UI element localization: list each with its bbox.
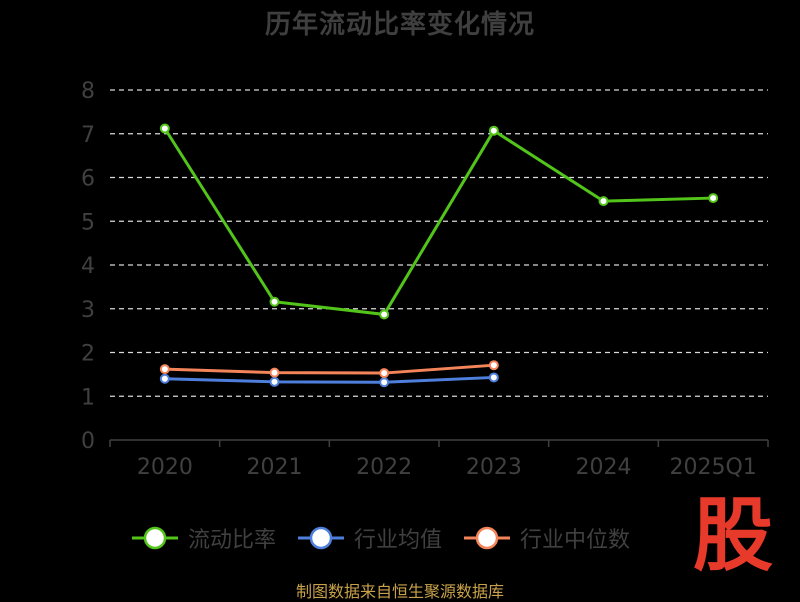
x-tick-label: 2022 bbox=[356, 455, 412, 480]
series-line bbox=[164, 363, 494, 375]
data-point bbox=[488, 360, 499, 371]
x-axis-labels: 2020 2021 2022 2023 2024 2025Q1 bbox=[137, 455, 757, 480]
x-tick-label: 2023 bbox=[466, 455, 522, 480]
y-tick-label: 0 bbox=[81, 429, 95, 454]
data-point bbox=[379, 377, 390, 388]
legend-label: 流动比率 bbox=[188, 528, 277, 553]
series-line bbox=[164, 375, 494, 384]
x-tick-label: 2025Q1 bbox=[670, 455, 757, 480]
y-tick-label: 2 bbox=[81, 342, 95, 367]
legend-label: 行业中位数 bbox=[520, 528, 631, 553]
legend-item[interactable]: 流动比率 bbox=[130, 522, 276, 554]
legend-item[interactable]: 行业中位数 bbox=[462, 522, 630, 554]
data-point bbox=[379, 309, 390, 320]
data-point bbox=[269, 367, 280, 378]
data-point bbox=[159, 373, 170, 384]
series-group bbox=[159, 123, 719, 388]
y-tick-label: 8 bbox=[81, 79, 95, 104]
data-point bbox=[269, 296, 280, 307]
legend-marker-icon bbox=[464, 526, 511, 550]
data-point bbox=[159, 364, 170, 375]
grid-lines bbox=[110, 89, 768, 397]
y-tick-label: 5 bbox=[81, 210, 95, 235]
legend-marker-icon bbox=[298, 526, 345, 550]
data-point bbox=[708, 193, 719, 204]
legend: 流动比率 行业均值 行业中位数 bbox=[130, 518, 630, 558]
y-tick-label: 1 bbox=[81, 385, 95, 410]
data-point bbox=[488, 372, 499, 383]
data-point bbox=[269, 376, 280, 387]
y-axis-labels: 0 1 2 3 4 5 6 7 8 bbox=[81, 79, 95, 454]
data-point bbox=[379, 368, 390, 379]
data-source-note: 制图数据来自恒生聚源数据库 bbox=[295, 582, 504, 601]
series-line bbox=[163, 127, 714, 316]
x-tick-label: 2020 bbox=[137, 455, 193, 480]
x-tick-label: 2024 bbox=[576, 455, 632, 480]
x-tick-label: 2021 bbox=[247, 455, 303, 480]
y-tick-label: 4 bbox=[81, 254, 95, 279]
legend-label: 行业均值 bbox=[354, 528, 443, 553]
watermark-logo: 股 bbox=[693, 489, 773, 582]
axes bbox=[109, 439, 769, 447]
legend-marker-icon bbox=[132, 526, 178, 550]
data-point bbox=[488, 125, 499, 136]
y-tick-label: 6 bbox=[81, 167, 95, 192]
chart-title: 历年流动比率变化情况 bbox=[264, 10, 535, 40]
y-tick-label: 3 bbox=[81, 298, 95, 323]
data-point bbox=[598, 196, 609, 207]
y-tick-label: 7 bbox=[81, 123, 95, 148]
legend-item[interactable]: 行业均值 bbox=[296, 522, 442, 554]
data-point bbox=[159, 123, 170, 134]
